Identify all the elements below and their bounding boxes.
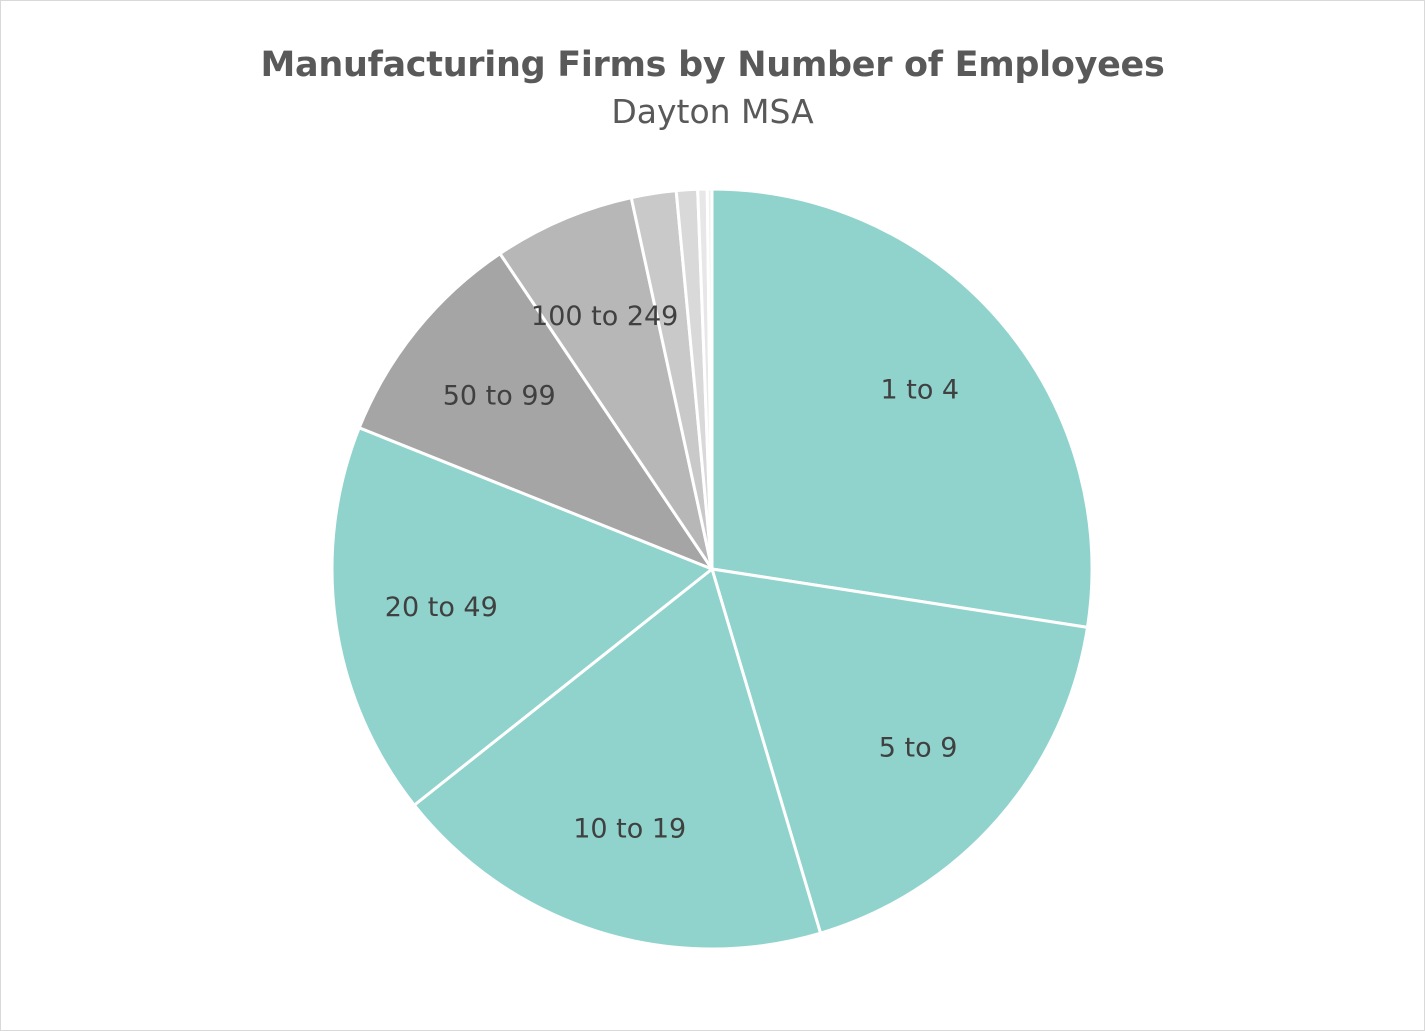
pie-slice-10 bbox=[705, 187, 714, 571]
chart-title: Manufacturing Firms by Number of Employe… bbox=[260, 45, 1165, 85]
pie-slice-5-to-9 bbox=[710, 567, 1089, 935]
slice-label-50-to-99: 50 to 99 bbox=[443, 381, 556, 412]
pie-slice-10-to-19 bbox=[412, 567, 823, 951]
pie-slice-1-to-4 bbox=[710, 187, 1094, 629]
slice-label-10-to-19: 10 to 19 bbox=[573, 813, 686, 844]
pie-slice-100-to-249 bbox=[498, 196, 714, 571]
slice-label-5-to-9: 5 to 9 bbox=[879, 732, 958, 763]
slice-label-100-to-249: 100 to 249 bbox=[531, 301, 678, 332]
chart-subtitle: Dayton MSA bbox=[611, 92, 814, 131]
slice-label-1-to-4: 1 to 4 bbox=[880, 375, 959, 406]
pie-slice-20-to-49 bbox=[330, 426, 714, 807]
pie-slice-50-to-99 bbox=[357, 252, 714, 571]
slice-label-20-to-49: 20 to 49 bbox=[385, 592, 498, 623]
